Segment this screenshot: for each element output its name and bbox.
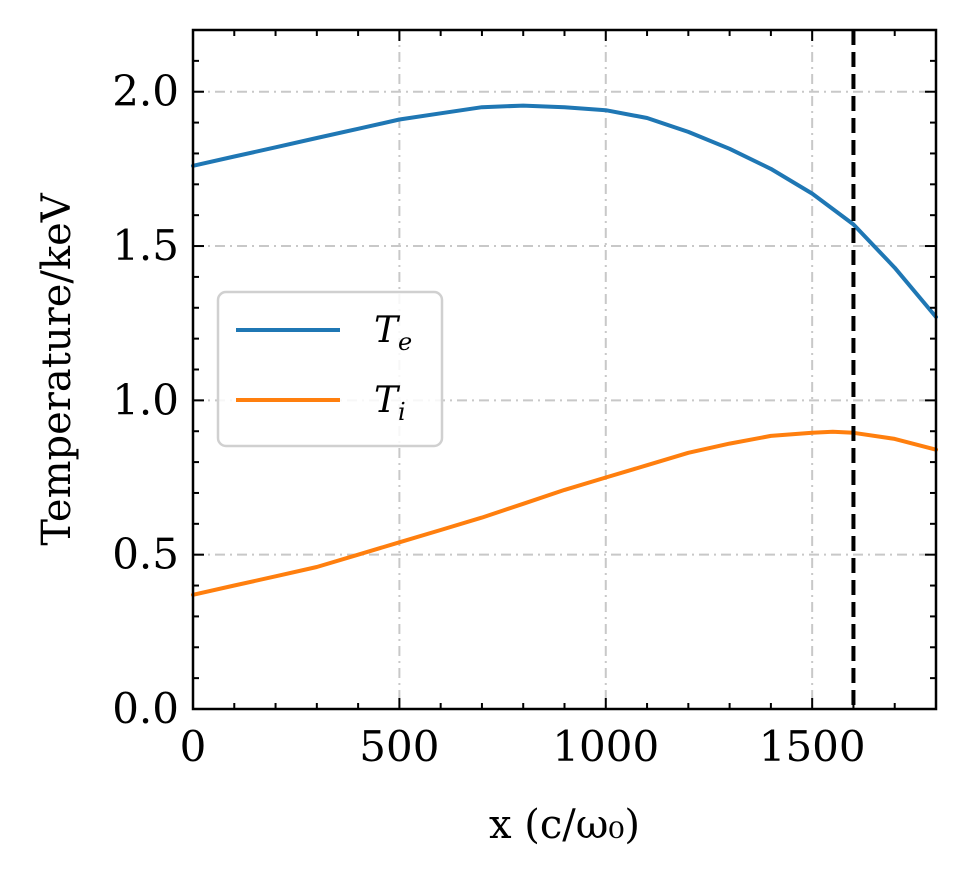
legend-box [216,290,444,448]
series-line-t-i [191,429,938,597]
y-tick-label: 0.5 [112,530,179,579]
y-axis-title: Temperature/keV [34,192,80,545]
grid [193,30,936,709]
legend: Te Ti [216,290,444,448]
y-tick-label: 0.0 [112,684,179,733]
legend-label-t-e: Te [374,310,412,356]
y-tick-labels: 0.0 0.5 1.0 1.5 2.0 [112,67,179,733]
x-tick-label: 0 [180,722,207,771]
tick-marks [192,29,937,710]
x-tick-labels: 0 500 1000 1500 [180,722,866,771]
x-tick-label: 500 [359,722,439,771]
y-tick-label: 1.5 [112,221,179,270]
x-tick-label: 1000 [552,722,659,771]
x-axis-title: x (c/ω₀) [489,802,640,848]
series-line-t-e [191,103,938,319]
y-tick-label: 2.0 [112,67,179,116]
legend-entries: Te Ti [236,310,412,426]
x-tick-label: 1500 [759,722,866,771]
legend-label-t-i: Ti [374,380,406,426]
y-tick-label: 1.0 [112,375,179,424]
series-layer [191,103,938,597]
